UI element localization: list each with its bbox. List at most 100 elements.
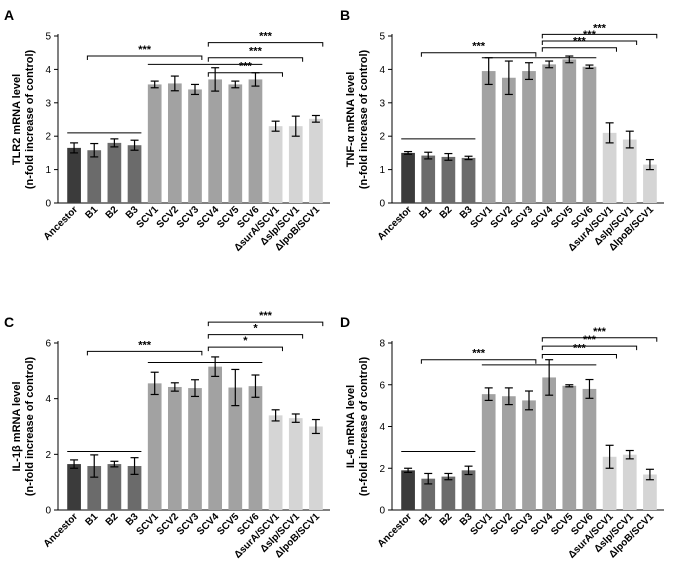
y-axis-label: TNF-α mRNA level [345, 72, 357, 168]
significance-label: * [243, 335, 248, 347]
significance-label: *** [472, 348, 486, 360]
y-axis-label: TLR2 mRNA level [11, 74, 23, 165]
y-tick-label: 5 [45, 32, 51, 43]
significance-label: *** [138, 339, 152, 351]
significance-bracket [541, 33, 658, 39]
significance-bracket [541, 337, 658, 342]
significance-label: *** [239, 61, 253, 73]
bar-scv2 [501, 396, 516, 510]
y-axis-label: IL-6 mRNA level [345, 385, 357, 468]
significance-label: *** [259, 310, 273, 322]
y-axis-label: (n-fold increase of control) [358, 356, 370, 496]
significance-label: *** [259, 31, 273, 43]
bar--sura-scv1 [268, 126, 283, 203]
bar-ancestor [401, 152, 415, 203]
y-tick-label: 6 [379, 380, 385, 391]
bar-b3 [461, 470, 476, 510]
bar-b1 [421, 155, 436, 203]
bar-scv1 [481, 71, 496, 203]
y-tick-label: 5 [379, 32, 385, 43]
bar-scv1 [147, 84, 162, 203]
bar-scv4 [542, 64, 557, 203]
significance-bracket [207, 346, 283, 352]
chart-panel-b: B TNF-α mRNA level (n-fold increase of con… [340, 7, 664, 254]
significance-bracket [207, 334, 304, 339]
bar--slp-scv1 [622, 139, 637, 203]
significance-label: *** [593, 22, 607, 34]
x-tick-label: B2 [438, 204, 455, 221]
x-tick-label: B1 [84, 511, 101, 528]
bar-scv3 [522, 71, 536, 203]
x-tick-label: B2 [104, 511, 121, 528]
chart-panel-d: D IL-6 mRNA level (n-fold increase of cont… [340, 314, 664, 561]
bar-b2 [107, 142, 122, 203]
bar-scv3 [522, 400, 536, 510]
x-tick-label: B2 [438, 511, 455, 528]
significance-bracket [86, 55, 203, 61]
bar-b3 [127, 466, 142, 510]
panel-letter: A [4, 7, 14, 23]
x-tick-label: B1 [418, 204, 435, 221]
y-tick-label: 0 [379, 506, 385, 517]
significance-label: *** [573, 36, 587, 48]
y-tick-label: 4 [45, 65, 51, 76]
bar-b2 [107, 464, 122, 510]
significance-bracket [541, 47, 617, 52]
bar--sura-scv1 [602, 132, 617, 203]
bar--lpob-scv1 [309, 426, 323, 510]
x-tick-label: B1 [84, 204, 101, 221]
bar-scv2 [501, 77, 516, 203]
y-tick-label: 4 [379, 422, 385, 433]
bar-scv1 [481, 394, 496, 510]
bar-b2 [441, 476, 456, 510]
y-tick-label: 2 [379, 132, 385, 143]
x-tick-label: Ancestor [42, 204, 81, 243]
bar-scv5 [228, 84, 243, 203]
y-tick-label: 0 [379, 199, 385, 210]
bar--sura-scv1 [602, 456, 617, 510]
y-tick-label: 1 [379, 165, 385, 176]
bar-scv3 [188, 388, 202, 510]
y-axis-label: (n-fold increase of control) [358, 49, 370, 189]
significance-bracket [541, 345, 638, 351]
significance-label: *** [593, 326, 607, 338]
panel-letter: B [340, 7, 350, 23]
y-tick-label: 8 [379, 339, 385, 350]
y-axis-label: (n-fold increase of control) [24, 356, 36, 496]
bar--slp-scv1 [288, 418, 303, 510]
y-tick-label: 0 [45, 199, 51, 210]
y-tick-label: 2 [45, 132, 51, 143]
bar-scv2 [167, 386, 182, 510]
significance-bracket [541, 353, 617, 359]
bar--sura-scv1 [268, 415, 283, 510]
significance-bracket [207, 57, 304, 62]
bar-scv6 [582, 66, 597, 203]
bar-scv6 [582, 388, 597, 510]
y-axis-label: (n-fold increase of control) [24, 49, 36, 189]
bar-scv4 [208, 366, 223, 510]
y-axis-label: IL-1β mRNA level [11, 381, 23, 471]
y-tick-label: 4 [45, 394, 51, 405]
bar-b2 [441, 156, 456, 203]
significance-label: *** [583, 29, 597, 41]
x-tick-label: Ancestor [42, 511, 81, 550]
x-tick-label: B1 [418, 511, 435, 528]
bar-scv6 [248, 79, 263, 203]
bar-scv1 [147, 383, 162, 510]
panel-letter: D [340, 314, 350, 330]
significance-label: *** [472, 41, 486, 53]
significance-bracket [420, 52, 537, 57]
significance-bracket [207, 72, 283, 77]
significance-bracket [207, 321, 324, 327]
bar-ancestor [67, 147, 81, 203]
y-tick-label: 6 [45, 339, 51, 350]
y-tick-label: 3 [45, 98, 51, 109]
bar-b1 [87, 150, 102, 203]
significance-label: *** [583, 334, 597, 346]
bar--slp-scv1 [622, 454, 637, 510]
bar--lpob-scv1 [309, 118, 323, 203]
bar-b1 [421, 478, 436, 510]
panel-letter: C [4, 314, 14, 330]
y-tick-label: 3 [379, 98, 385, 109]
